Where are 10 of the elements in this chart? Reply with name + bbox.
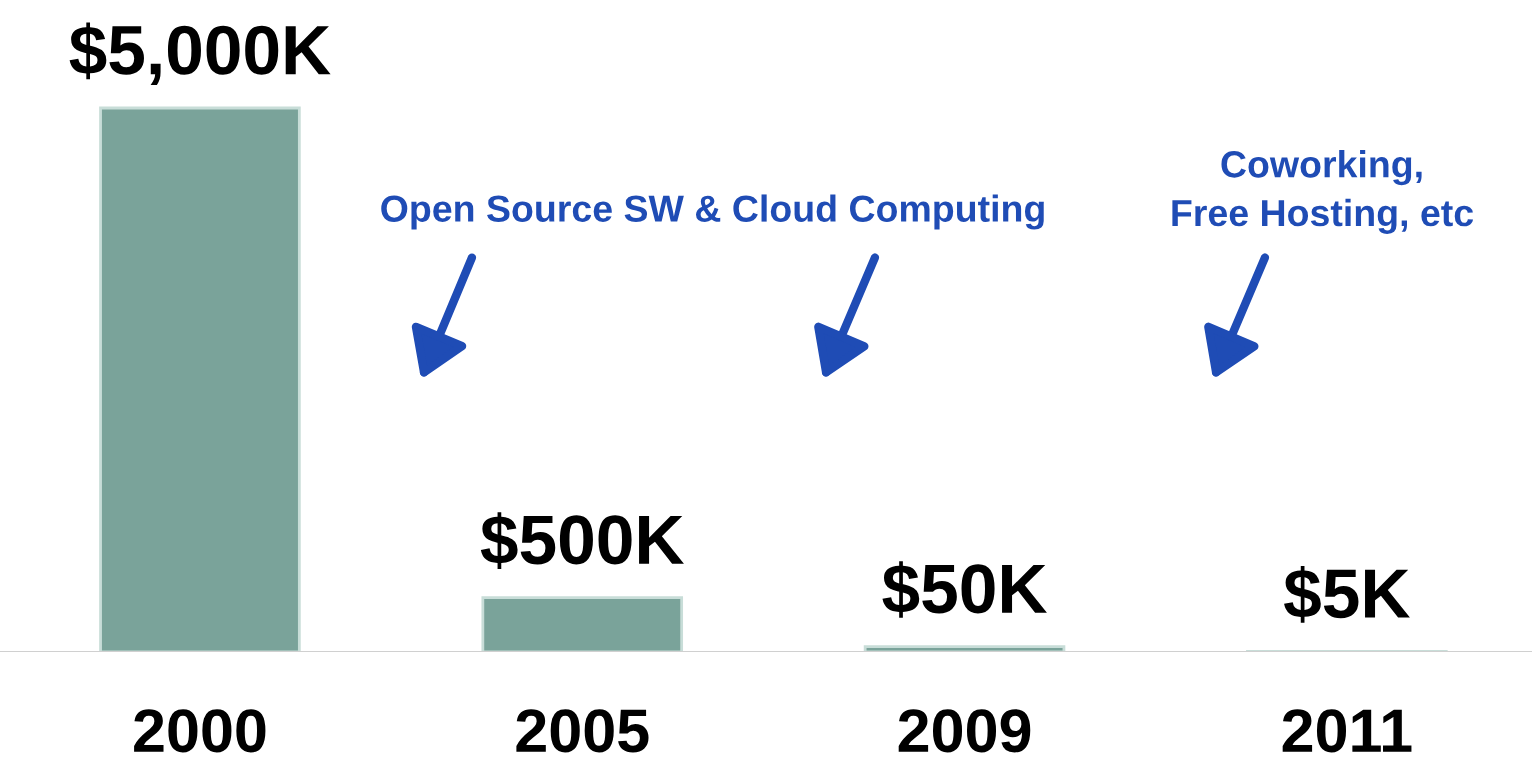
x-tick-label: 2005 — [516, 709, 649, 753]
annotation: Coworking, Free Hosting, etc — [1172, 150, 1474, 234]
x-tick-label: 2011 — [1282, 709, 1412, 753]
annotation: Open Source SW & Cloud Computing — [381, 194, 1044, 230]
data-label: $500K — [480, 512, 684, 569]
data-label: $5K — [1284, 566, 1410, 623]
data-label: $5,000K — [69, 22, 331, 85]
x-tick-label: 2009 — [898, 709, 1031, 753]
x-tick-label: 2000 — [134, 709, 266, 753]
data-label: $50K — [882, 561, 1047, 618]
